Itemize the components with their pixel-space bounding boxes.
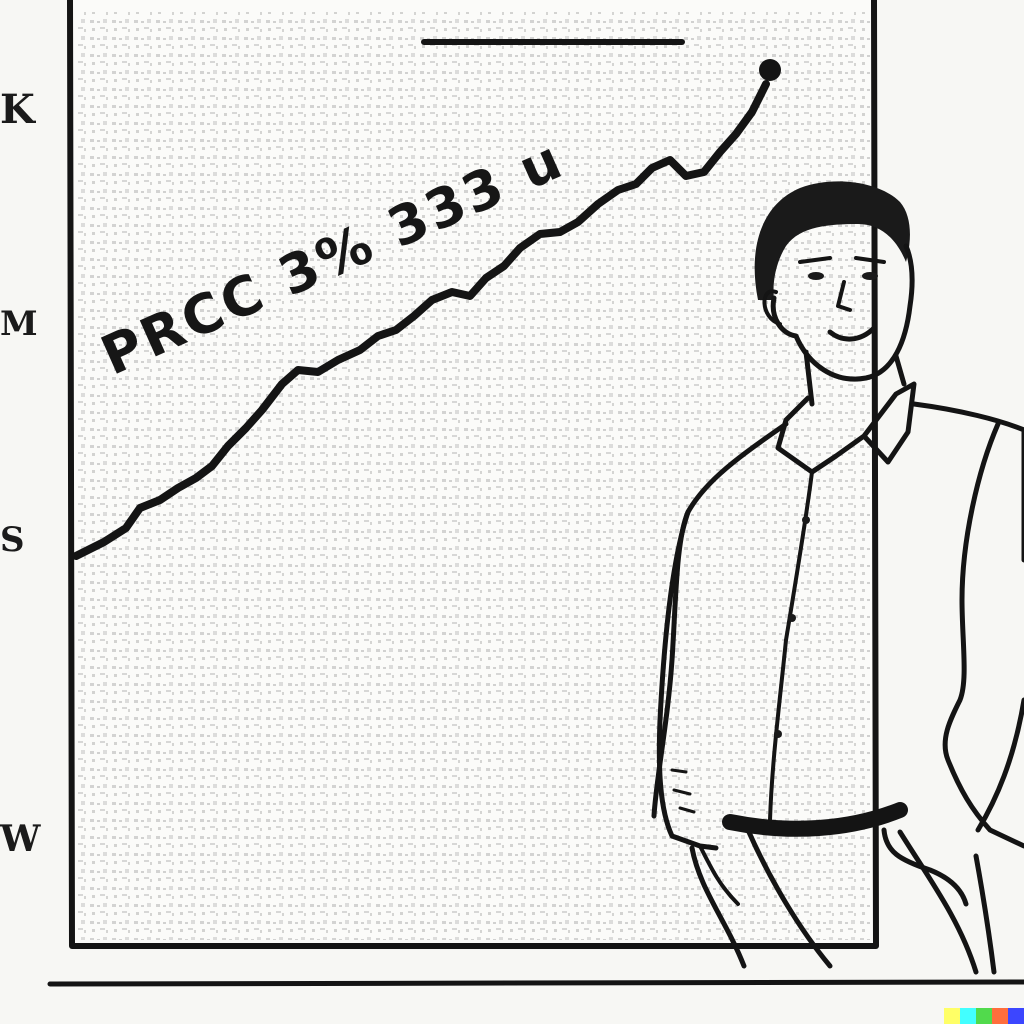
chart-frame [67, 0, 879, 949]
man-hair [754, 181, 910, 300]
man-left-pocket [698, 844, 740, 906]
trend-line [72, 80, 770, 560]
watermark-swatch [992, 1008, 1008, 1024]
man-ear [762, 289, 782, 326]
trend-line-end-dot [759, 59, 781, 81]
man-neck [803, 349, 907, 407]
sleeve-shading [670, 768, 696, 814]
shirt-button [774, 730, 782, 738]
man-right-arm [942, 421, 1024, 849]
y-axis-label-3: S [0, 520, 25, 560]
watermark-swatch [960, 1008, 976, 1024]
shirt-button [788, 614, 796, 622]
watermark-swatch [944, 1008, 960, 1024]
man-eyebrow-right [854, 256, 886, 264]
y-axis-label-2: M [0, 304, 38, 344]
color-strip-watermark [944, 1008, 1024, 1024]
man-mouth [827, 325, 877, 342]
man-collar [775, 381, 917, 475]
man-eye-right [862, 272, 878, 280]
y-axis-label-4: W [0, 818, 40, 860]
man-eye-left [808, 272, 824, 280]
man-eyebrow-left [798, 256, 832, 264]
ground-line [47, 979, 1024, 987]
man-face [770, 243, 915, 382]
grid-texture [78, 12, 870, 940]
man-right-pocket [881, 827, 969, 907]
man-belt [722, 802, 908, 837]
watermark-swatch [976, 1008, 992, 1024]
watermark-swatch [1008, 1008, 1024, 1024]
shirt-button [802, 516, 810, 524]
man-trousers [689, 827, 997, 975]
man-nose [836, 280, 852, 312]
man-left-arm [656, 509, 719, 851]
y-axis-label-1: K [0, 86, 35, 133]
man-shirt [651, 401, 1024, 819]
